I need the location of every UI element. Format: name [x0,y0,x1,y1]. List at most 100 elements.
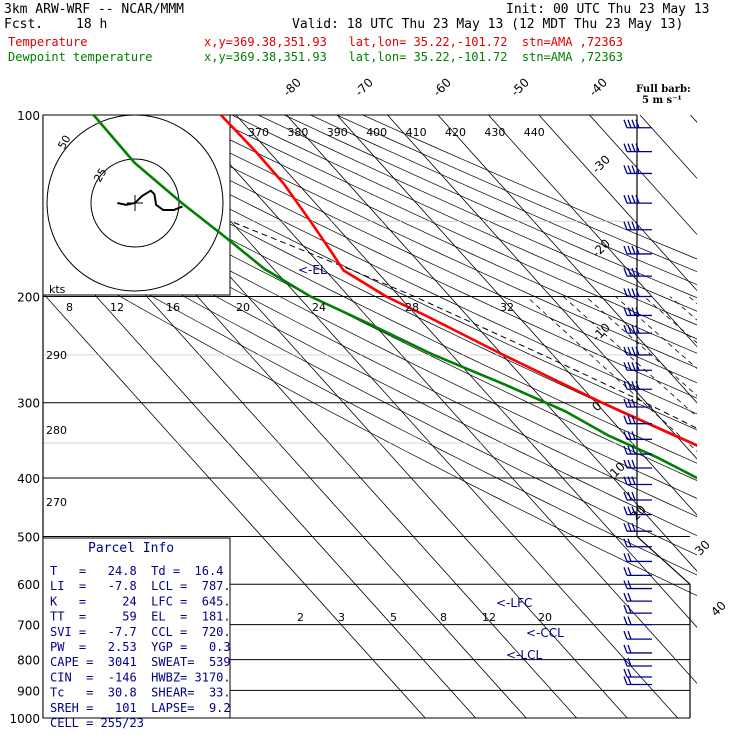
hodograph-panel [42,114,231,296]
wind-barb [623,506,652,516]
dewpoint-trace [92,115,697,480]
isotherm-line [589,115,697,236]
mixing-ratio-line [704,297,740,719]
isotherm-label: -40 [586,75,610,99]
mixing-ratio-label: 28 [405,301,419,314]
parcel-info-row: TT = 59 EL = 181. [50,610,231,624]
isotherm-line [43,236,476,718]
mixing-ratio-label: 3 [338,611,345,624]
wind-barb [623,476,652,486]
pressure-tick-label: 700 [17,619,40,633]
isotherm-line [437,115,697,404]
sounding-traces [92,115,697,480]
theta-label: 400 [366,126,387,139]
wind-barb [623,445,652,455]
isotherm-label: 40 [708,598,729,619]
wind-barb [623,592,652,602]
mixing-ratio-label: 12 [482,611,496,624]
hodograph-trace [117,189,183,211]
wind-barb [623,267,652,277]
isotherm-line [43,292,426,718]
parcel-info-row: K = 24 LFC = 645. [50,594,231,608]
isotherm-line [336,115,697,516]
temperature-legend-label: Temperature [8,35,88,49]
mixing-ratio-line [727,297,740,719]
isotherm-line [185,115,697,684]
lfc-marker: <-LFC [496,596,532,610]
pressure-tick-label: 200 [17,291,40,305]
wind-barb [623,657,652,667]
parcel-info-row: T = 24.8 Td = 16.4 [50,564,223,578]
parcel-info-row: Tc = 30.8 SHEAR= 33. [50,686,231,700]
parcel-info-frame [42,537,231,719]
parcel-info-rows: T = 24.8 Td = 16.4LI = -7.8 LCL = 787.K … [50,564,231,730]
mixing-ratio-label: 5 [390,611,397,624]
wind-barb [623,459,652,469]
wind-barb [623,324,652,334]
dewpoint-legend-label: Dewpoint temperature [8,50,153,64]
theta-label: 440 [524,126,545,139]
temperature-trace [219,115,697,447]
pressure-tick-label: 600 [17,578,40,592]
valid-time: Valid: 18 UTC Thu 23 May 13 (12 MDT Thu … [292,17,684,32]
wind-barb [623,630,652,640]
wind-barb [623,644,652,654]
isotherm-label: -80 [280,75,304,99]
isotherm-line [690,115,697,123]
mixing-ratio-label: 24 [312,301,326,314]
init-time: Init: 00 UTC Thu 23 May 13 [506,2,710,17]
theta-label: 430 [484,126,505,139]
parcel-info-row: CIN = -146 HWBZ= 3170. [50,670,231,684]
wind-barb [623,676,652,686]
right-axis-lower [636,536,691,718]
theta-label: 290 [46,349,67,362]
parcel-info-row: CAPE = 3041 SWEAT= 539 [50,655,231,669]
isotherm-label: 30 [692,537,713,558]
mixing-ratio-line [736,297,740,719]
mixing-ratio-line [669,296,697,321]
wind-barb [623,307,652,317]
wind-barb [623,567,652,576]
mixing-ratio-label: 12 [110,301,124,314]
wind-barb [623,538,652,548]
parcel-info-row: PW = 2.53 YGP = 0.3 [50,640,231,654]
wind-barb [623,143,652,153]
ccl-marker: <-CCL [526,626,564,640]
wind-barb [623,165,652,175]
model-title: 3km ARW-WRF -- NCAR/MMM [4,2,185,17]
isotherm-label: -60 [430,75,454,99]
mixing-ratio-line [688,296,697,305]
mixing-ratio-label: 20 [538,611,552,624]
lcl-marker: <-LCL [506,648,542,662]
mixing-ratio-label: 8 [66,301,73,314]
barb-legend-title: Full barb: [636,84,691,95]
mixing-ratio-label: 16 [166,301,180,314]
mixing-ratio-label: 8 [440,611,447,624]
wind-barb [623,398,652,408]
theta-label: 280 [46,424,67,437]
el-marker: <-EL [298,263,327,277]
mixing-ratio-line [716,297,740,719]
wind-barb [623,346,652,356]
hodograph-ring [90,158,180,248]
mixing-ratio-label: 20 [236,301,250,314]
pressure-tick-label: 400 [17,472,40,486]
hodograph-ring-label-50: 50 [55,133,73,152]
parcel-info-row: SVI = -7.7 CCL = 720. [50,625,231,639]
wind-barb [623,580,652,590]
hodograph-ring-label-25: 25 [91,166,109,185]
parcel-info-row: SREH = 101 LAPSE= 9.2 [50,701,231,715]
wind-barb [623,604,652,614]
theta-label: 270 [46,496,67,509]
wind-barb [623,668,652,678]
parcel-info-row: LI = -7.8 LCL = 787. [50,579,231,593]
hodograph-ring [46,114,224,292]
wind-barb [623,431,652,440]
theta-label: 390 [327,126,348,139]
pressure-tick-label: 1000 [9,712,40,726]
mixing-ratio-label: 2 [297,611,304,624]
wind-barb [623,415,652,425]
isotherm-line [235,115,697,628]
pressure-tick-label: 500 [17,530,40,544]
